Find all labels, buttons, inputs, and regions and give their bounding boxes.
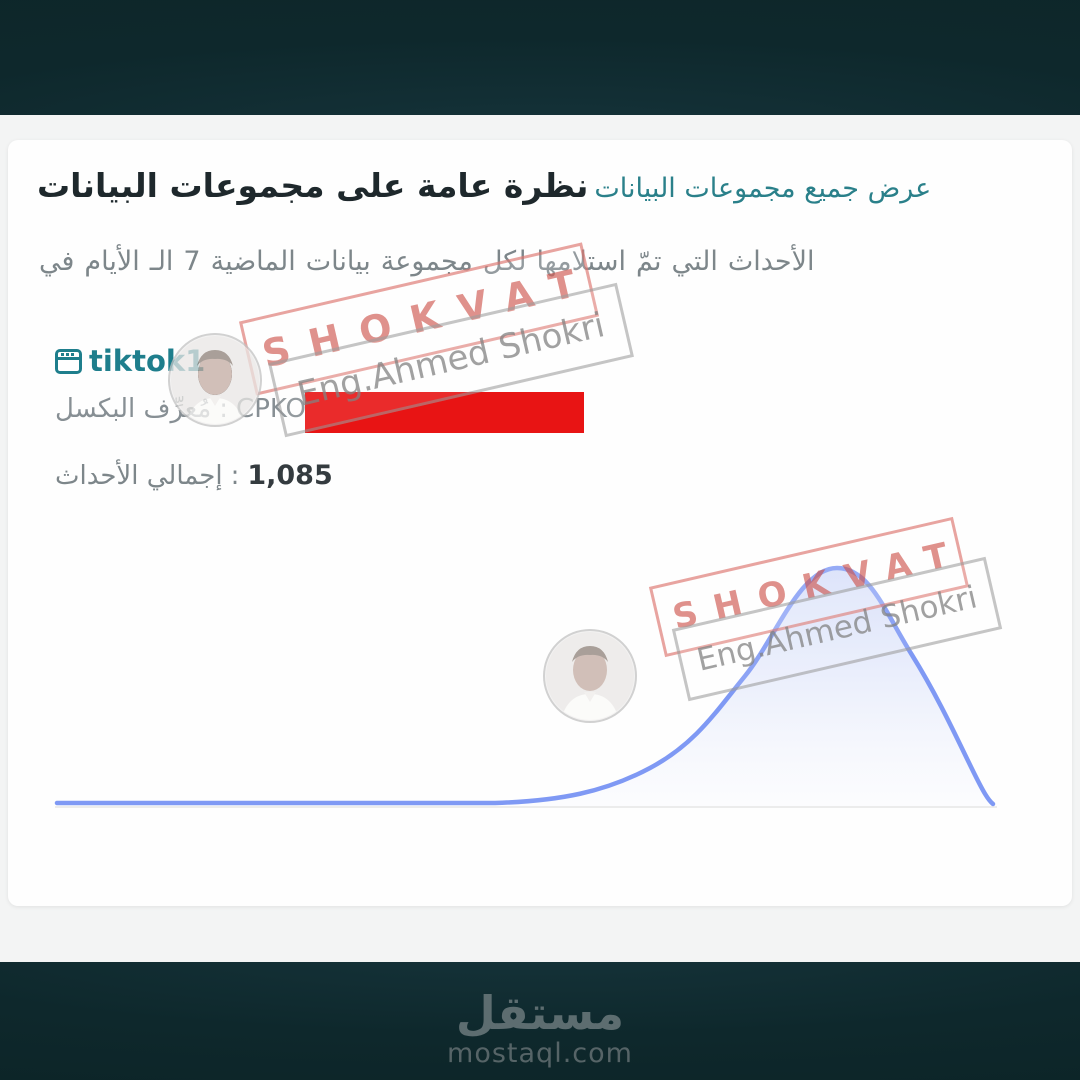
- redaction-overlay: [305, 392, 584, 433]
- subtitle-word: تمّ: [635, 246, 662, 277]
- subtitle-word: الـ: [149, 246, 174, 277]
- subtitle-word: مجموعة: [380, 246, 473, 277]
- subtitle-word: الماضية: [210, 246, 296, 277]
- subtitle-word: الأيام: [84, 246, 140, 277]
- card-header: نظرة عامة على مجموعات البيانات عرض جميع م…: [37, 166, 1027, 205]
- total-events-label: إجمالي الأحداث: [55, 461, 223, 491]
- total-events-value: 1,085: [247, 460, 333, 491]
- total-events-row: إجمالي الأحداث: 1,085: [55, 460, 333, 491]
- subtitle-word: 7: [183, 246, 201, 277]
- watermark-avatar-2: [543, 629, 637, 723]
- subtitle-word: التي: [671, 246, 718, 277]
- subtitle-word: في: [39, 246, 75, 277]
- chart-area-fill: [57, 568, 993, 806]
- top-teal-band: [0, 0, 1080, 115]
- subtitle-word: بيانات: [305, 246, 371, 277]
- mostaql-logo-arabic: مستقل: [455, 986, 625, 1040]
- web-pixel-icon: [55, 348, 82, 374]
- bottom-teal-band: [0, 962, 1080, 1080]
- events-trend-chart: [54, 565, 997, 808]
- subtitle-word: استلامها: [536, 246, 626, 277]
- watermark-avatar-1: [168, 333, 262, 427]
- total-events-colon: :: [230, 461, 240, 491]
- chart-line: [54, 565, 996, 807]
- page-title: نظرة عامة على مجموعات البيانات: [37, 166, 589, 205]
- subtitle-word: لكل: [482, 246, 527, 277]
- view-all-datasets-link[interactable]: عرض جميع مجموعات البيانات: [594, 173, 932, 204]
- card-subtitle: في الأيام الـ 7 الماضية بيانات مجموعة لكل استلام…: [39, 246, 1029, 277]
- mostaql-domain: mostaql.com: [447, 1038, 633, 1069]
- subtitle-word: الأحداث: [727, 246, 815, 277]
- footer-watermark: مستقل mostaql.com: [0, 990, 1080, 1069]
